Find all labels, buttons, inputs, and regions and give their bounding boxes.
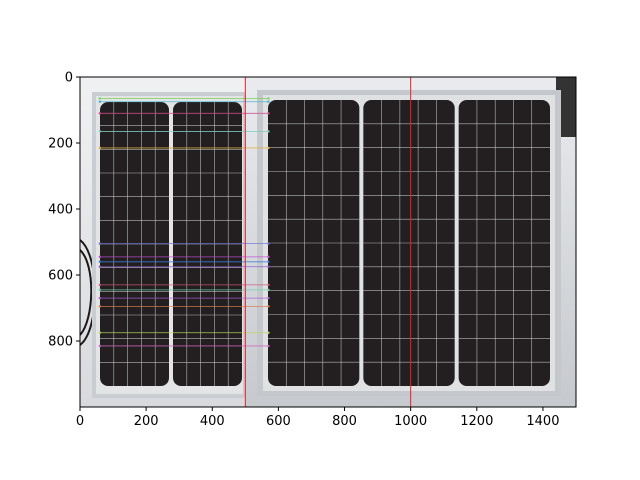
match-point bbox=[98, 283, 102, 287]
match-point bbox=[98, 100, 102, 103]
match-point bbox=[98, 305, 102, 308]
match-point bbox=[98, 344, 102, 348]
x-tick-label: 800 bbox=[332, 414, 357, 429]
match-point bbox=[267, 296, 270, 300]
y-tick-label: 200 bbox=[48, 137, 73, 152]
x-axis: 0 200 400 600 800 1000 1200 1400 bbox=[76, 407, 559, 429]
match-point bbox=[267, 344, 270, 348]
match-point bbox=[98, 146, 102, 150]
match-point bbox=[98, 260, 102, 263]
y-tick-label: 400 bbox=[48, 203, 73, 218]
x-tick-label: 1200 bbox=[460, 414, 493, 429]
match-point bbox=[267, 260, 270, 263]
match-point bbox=[98, 288, 102, 292]
y-tick-label: 0 bbox=[65, 71, 73, 86]
match-point bbox=[98, 242, 102, 245]
match-point bbox=[267, 283, 270, 287]
y-tick-label: 800 bbox=[48, 335, 73, 350]
match-point bbox=[267, 130, 270, 133]
match-point bbox=[267, 331, 270, 334]
match-point bbox=[98, 112, 102, 115]
image-area bbox=[80, 77, 576, 407]
match-point bbox=[98, 265, 102, 268]
x-tick-label: 1400 bbox=[526, 414, 559, 429]
x-tick-label: 400 bbox=[200, 414, 225, 429]
y-tick-label: 600 bbox=[48, 269, 73, 284]
match-lines bbox=[98, 97, 270, 348]
match-point bbox=[98, 255, 102, 259]
match-point bbox=[267, 146, 270, 150]
match-point bbox=[267, 305, 270, 308]
left-photo bbox=[80, 77, 247, 407]
match-point bbox=[267, 242, 270, 245]
match-point bbox=[98, 296, 102, 300]
match-point bbox=[267, 255, 270, 259]
axes-frame bbox=[79, 76, 577, 408]
match-point bbox=[98, 97, 102, 100]
match-point bbox=[267, 265, 270, 268]
y-axis: 0 200 400 600 800 bbox=[48, 71, 80, 350]
match-point bbox=[98, 331, 102, 334]
match-point bbox=[267, 288, 270, 292]
x-tick-label: 0 bbox=[76, 414, 84, 429]
x-tick-label: 1000 bbox=[394, 414, 427, 429]
x-tick-label: 200 bbox=[134, 414, 159, 429]
match-point bbox=[267, 100, 270, 103]
match-point bbox=[267, 97, 270, 100]
match-point bbox=[267, 112, 270, 115]
match-point bbox=[98, 130, 102, 133]
right-photo bbox=[245, 77, 576, 407]
x-tick-label: 600 bbox=[266, 414, 291, 429]
